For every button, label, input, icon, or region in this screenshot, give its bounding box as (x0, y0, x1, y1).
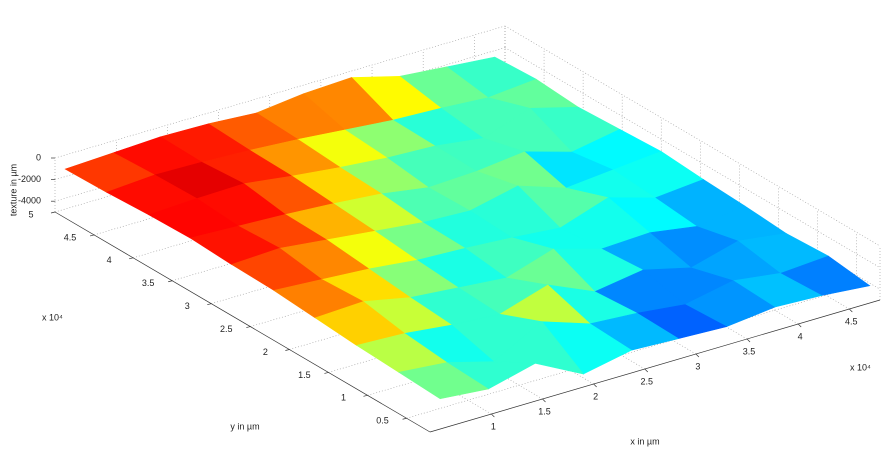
x-tick (747, 339, 750, 342)
y-multiplier: x 10⁴ (42, 312, 63, 322)
z-axis-label: texture in µm (8, 164, 18, 216)
y-tick-label: 4 (107, 255, 112, 265)
y-tick-label: 1 (341, 393, 346, 403)
x-tick-label: 4.5 (845, 316, 858, 326)
z-tick-label: -4000 (18, 196, 41, 206)
y-tick (324, 372, 328, 373)
y-tick (168, 281, 172, 282)
x-multiplier: x 10⁴ (850, 362, 871, 372)
x-tick-label: 1.5 (538, 406, 551, 416)
x-tick-label: 1 (491, 421, 496, 431)
y-tick-label: 0.5 (376, 416, 389, 426)
x-tick (594, 384, 597, 387)
x-tick (798, 324, 801, 327)
y-tick-label: 2 (263, 347, 268, 357)
x-tick (645, 369, 648, 372)
y-tick (285, 350, 289, 351)
y-tick (51, 212, 55, 213)
y-tick (90, 235, 94, 236)
x-tick (849, 309, 852, 312)
x-axis-label: x in µm (630, 436, 659, 446)
y-tick-label: 3.5 (142, 278, 155, 288)
z-tick-label: -2000 (18, 174, 41, 184)
x-tick-label: 2.5 (641, 376, 654, 386)
y-tick (246, 327, 250, 328)
y-tick-label: 1.5 (298, 370, 311, 380)
x-tick-label: 3.5 (743, 346, 756, 356)
page: x in µm y in µm texture in µm x 10⁴ x 10… (0, 0, 883, 450)
x-tick-label: 4 (798, 331, 803, 341)
y-tick (129, 258, 133, 259)
x-tick (696, 354, 699, 357)
x-tick-label: 2 (593, 391, 598, 401)
y-tick-label: 4.5 (64, 232, 77, 242)
z-tick-label: 0 (36, 152, 41, 162)
x-tick (543, 399, 546, 402)
y-tick-label: 2.5 (220, 324, 233, 334)
y-tick (364, 395, 368, 396)
x-tick-label: 3 (695, 361, 700, 371)
y-tick-label: 5 (28, 209, 33, 219)
x-tick (491, 414, 494, 417)
y-tick (207, 304, 211, 305)
y-tick-label: 3 (185, 301, 190, 311)
chart: x in µm y in µm texture in µm x 10⁴ x 10… (0, 0, 883, 450)
y-tick (403, 418, 407, 419)
y-axis-label: y in µm (230, 421, 259, 431)
